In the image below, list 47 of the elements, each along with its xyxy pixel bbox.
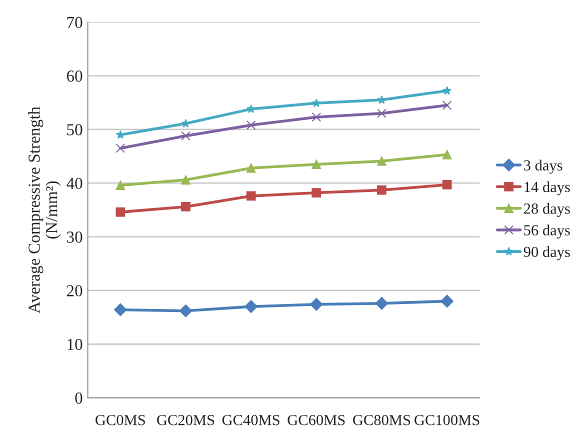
legend-label: 90 days (524, 246, 570, 260)
x-tick-label: GC60MS (288, 414, 345, 426)
legend-label: 3 days (524, 160, 562, 174)
point (181, 131, 190, 141)
point (181, 175, 190, 185)
point (375, 296, 388, 310)
point (246, 104, 256, 113)
point (116, 180, 126, 190)
point (377, 156, 386, 166)
y-tick-label: 60 (66, 70, 82, 82)
point (246, 191, 256, 201)
point (440, 294, 454, 308)
point (377, 108, 386, 118)
y-tick-label: 50 (67, 124, 82, 136)
legend-label: 14 days (524, 181, 570, 196)
point (442, 86, 452, 95)
point (312, 112, 322, 122)
y-tick-label: 30 (67, 231, 82, 243)
point (246, 120, 256, 130)
point (179, 304, 192, 318)
point (244, 300, 258, 313)
x-tick-label: GC20MS (157, 414, 214, 426)
x-tick-label: GC40MS (222, 414, 280, 426)
legend-label: 28 days (524, 203, 570, 217)
point (116, 144, 126, 153)
x-tick-label: GC80MS (353, 414, 410, 426)
y-tick-label: 0 (75, 392, 82, 404)
point (181, 202, 190, 212)
y-tick-label: 20 (66, 285, 82, 296)
legend-label: 56 days (524, 224, 570, 239)
point (312, 98, 321, 108)
y-tick-label: 10 (68, 338, 82, 350)
point (114, 303, 127, 316)
y-tick-label: 70 (67, 16, 82, 28)
point (442, 180, 452, 190)
point (116, 207, 126, 217)
point (312, 160, 322, 170)
point (442, 150, 452, 160)
y-tick-label: 40 (66, 178, 82, 190)
point (310, 298, 323, 311)
x-tick-label: GC100MS (414, 414, 480, 426)
point (442, 100, 452, 110)
point (377, 185, 386, 195)
y-axis-title: Average Compressive Strength (N/mm²) (28, 106, 61, 314)
point (246, 163, 256, 173)
x-tick-label: GC0MS (96, 414, 145, 426)
point (312, 188, 322, 198)
